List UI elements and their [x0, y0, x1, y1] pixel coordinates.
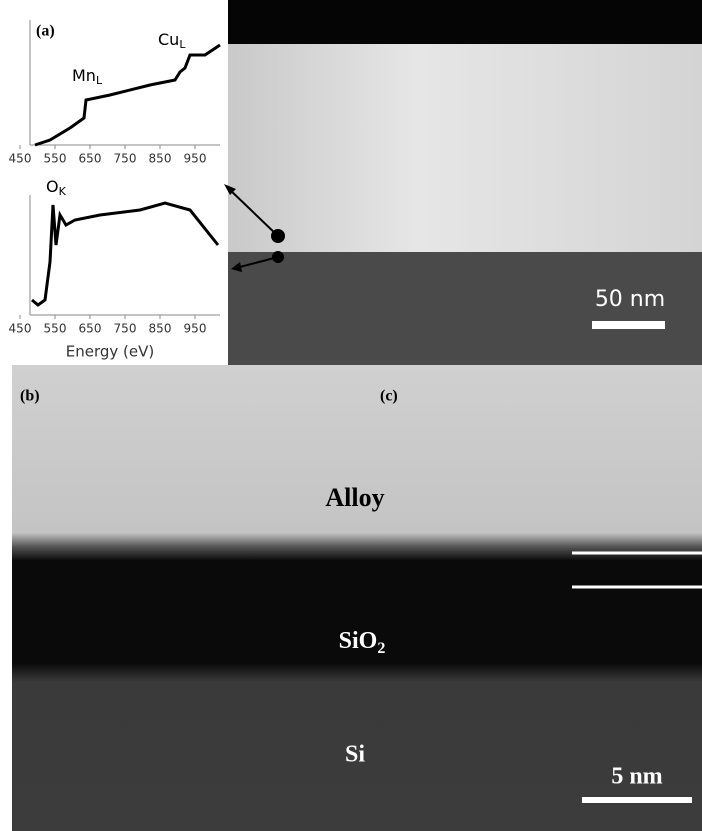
- x-tick-label: 650: [79, 322, 102, 336]
- x-tick-label: 550: [44, 322, 67, 336]
- tem-film: [228, 44, 702, 252]
- scale-label: 5 nm: [611, 764, 662, 790]
- spectrum-curve: [32, 203, 218, 305]
- x-tick-label: 950: [184, 152, 207, 166]
- spectrum-curve: [35, 45, 220, 145]
- axis-label: Energy (eV): [66, 343, 154, 361]
- peak-label: OK: [46, 177, 67, 199]
- x-tick-label: 450: [9, 322, 32, 336]
- scale-label: 50 nm: [595, 287, 665, 312]
- scale-bar: [582, 797, 692, 803]
- x-tick-label: 750: [114, 152, 137, 166]
- peak-label: CuL: [158, 30, 186, 52]
- x-tick-label: 450: [9, 152, 32, 166]
- x-tick-label: 650: [79, 152, 102, 166]
- scale-bar: [592, 321, 665, 329]
- peak-label: MnL: [72, 66, 103, 88]
- panel-label: (b): [20, 388, 40, 405]
- x-tick-label: 750: [114, 322, 137, 336]
- panel-label: (c): [380, 388, 398, 405]
- spectrum-bottom: [30, 195, 220, 315]
- x-tick-label: 950: [184, 322, 207, 336]
- panel-label: (a): [36, 23, 55, 40]
- x-tick-label: 550: [44, 152, 67, 166]
- x-tick-label: 850: [149, 322, 172, 336]
- tem-top-layer: [228, 0, 702, 44]
- spectrum-top: [30, 20, 220, 145]
- layer-label: Si: [345, 742, 365, 768]
- figure: 50 nm (a) MnL CuL OK Energy (eV) (b) (c)…: [0, 0, 702, 831]
- layer-label: Alloy: [325, 483, 384, 512]
- x-tick-label: 850: [149, 152, 172, 166]
